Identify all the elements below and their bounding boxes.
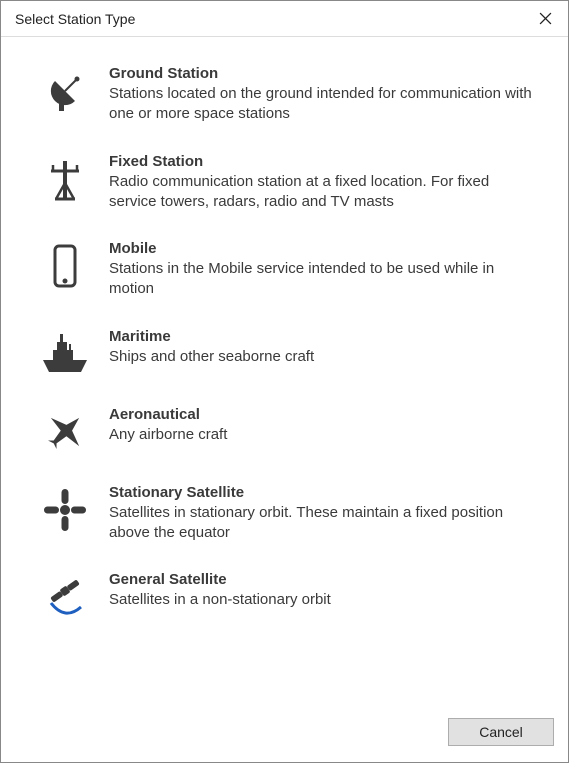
station-description: Satellites in stationary orbit. These ma… — [109, 503, 538, 544]
station-item-fixed[interactable]: Fixed Station Radio communication statio… — [21, 153, 548, 213]
close-button[interactable] — [522, 1, 568, 37]
station-description: Radio communication station at a fixed l… — [109, 172, 538, 213]
station-description: Stations in the Mobile service intended … — [109, 259, 538, 300]
station-item-general-satellite[interactable]: General Satellite Satellites in a non-st… — [21, 571, 548, 621]
fixed-station-icon — [21, 153, 109, 203]
station-item-mobile[interactable]: Mobile Stations in the Mobile service in… — [21, 240, 548, 300]
aeronautical-icon — [21, 406, 109, 456]
general-satellite-icon — [21, 571, 109, 621]
stationary-satellite-icon — [21, 484, 109, 534]
station-item-stationary-satellite[interactable]: Stationary Satellite Satellites in stati… — [21, 484, 548, 544]
station-title: Maritime — [109, 328, 538, 345]
station-item-ground[interactable]: Ground Station Stations located on the g… — [21, 65, 548, 125]
station-title: Ground Station — [109, 65, 538, 82]
station-description: Any airborne craft — [109, 425, 538, 445]
titlebar: Select Station Type — [1, 1, 568, 37]
station-item-aeronautical[interactable]: Aeronautical Any airborne craft — [21, 406, 548, 456]
station-description: Stations located on the ground intended … — [109, 84, 538, 125]
cancel-button[interactable]: Cancel — [448, 718, 554, 746]
station-description: Ships and other seaborne craft — [109, 347, 538, 367]
mobile-icon — [21, 240, 109, 290]
station-title: Stationary Satellite — [109, 484, 538, 501]
station-title: Fixed Station — [109, 153, 538, 170]
window-title: Select Station Type — [15, 11, 135, 27]
station-title: General Satellite — [109, 571, 538, 588]
station-title: Mobile — [109, 240, 538, 257]
station-title: Aeronautical — [109, 406, 538, 423]
dialog-footer: Cancel — [1, 706, 568, 762]
ground-station-icon — [21, 65, 109, 115]
maritime-icon — [21, 328, 109, 378]
station-list: Ground Station Stations located on the g… — [1, 37, 568, 706]
station-description: Satellites in a non-stationary orbit — [109, 590, 538, 610]
close-icon — [539, 12, 552, 25]
station-item-maritime[interactable]: Maritime Ships and other seaborne craft — [21, 328, 548, 378]
